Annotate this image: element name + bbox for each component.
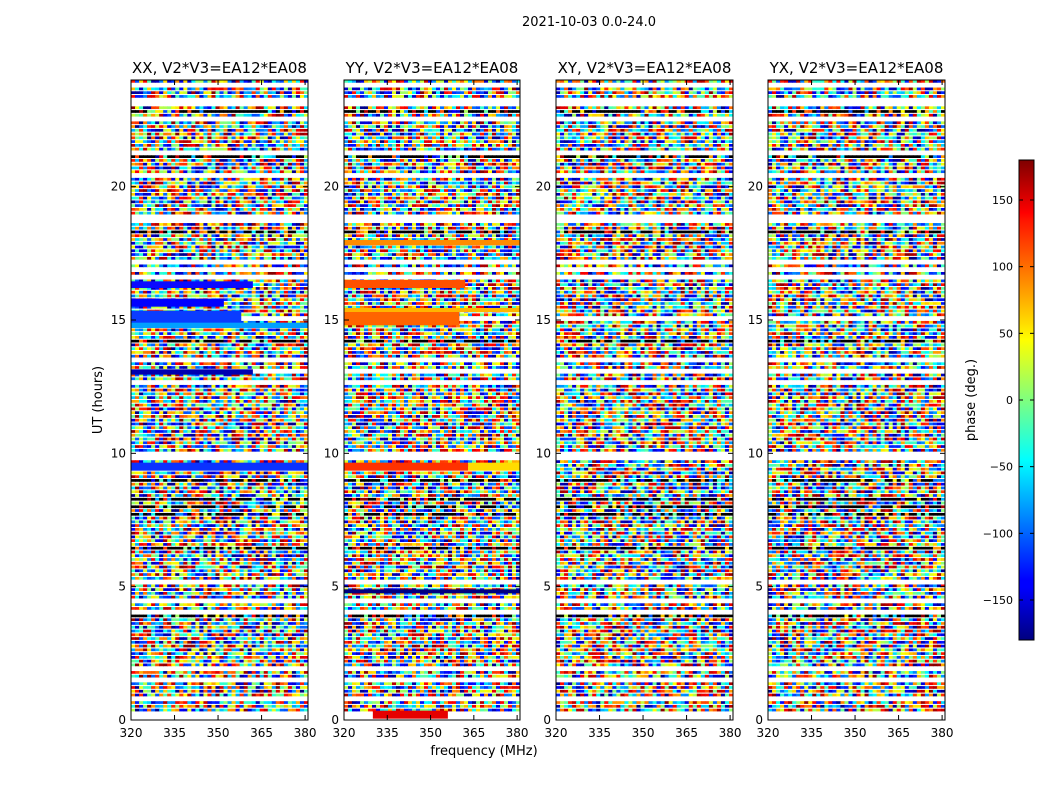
panel-1: XX, V2*V3=EA12*EA08 320 335 350 365 380 0 5 10 15… (111, 59, 317, 740)
y-tick-label: 0 (543, 713, 551, 727)
colorbar-tick-label: −100 (983, 527, 1013, 540)
x-tick-label: 335 (163, 726, 186, 740)
phase-band (468, 462, 520, 471)
y-tick-label: 15 (748, 313, 763, 327)
x-tick-label: 365 (675, 726, 698, 740)
x-tick-label: 365 (250, 726, 273, 740)
panel-3: XY, V2*V3=EA12*EA08 320 335 350 365 380 0 5 10 15… (536, 59, 742, 740)
x-tick-label: 365 (462, 726, 485, 740)
y-tick-label: 20 (324, 180, 339, 194)
colorbar-label: phase (deg.) (964, 359, 979, 441)
y-tick-label: 10 (748, 446, 763, 460)
y-tick-label: 10 (536, 446, 551, 460)
x-tick-label: 350 (207, 726, 230, 740)
x-tick-label: 350 (632, 726, 655, 740)
x-tick-label: 320 (333, 726, 356, 740)
x-tick-label: 335 (800, 726, 823, 740)
x-tick-label: 350 (419, 726, 442, 740)
colorbar-tick-label: 50 (999, 327, 1013, 340)
x-tick-label: 320 (120, 726, 143, 740)
y-tick-label: 5 (118, 580, 126, 594)
panel-title: XY, V2*V3=EA12*EA08 (558, 59, 732, 77)
y-tick-label: 20 (536, 180, 551, 194)
phase-band (131, 369, 253, 375)
phase-band (344, 589, 520, 594)
x-tick-label: 350 (844, 726, 867, 740)
x-tick-label: 320 (757, 726, 780, 740)
panel-title: YX, V2*V3=EA12*EA08 (769, 59, 944, 77)
panel-title: XX, V2*V3=EA12*EA08 (132, 59, 307, 77)
phase-band (131, 462, 308, 471)
y-tick-label: 5 (331, 580, 339, 594)
colorbar-tick-label: −150 (983, 594, 1013, 607)
phase-band (131, 281, 253, 288)
phase-band (344, 312, 460, 326)
y-axis-label: UT (hours) (91, 366, 106, 434)
axes-frame (555, 79, 734, 721)
phase-band (344, 280, 466, 288)
axes-frame (343, 79, 521, 721)
y-tick-label: 0 (755, 713, 763, 727)
phase-band (131, 322, 308, 328)
phase-heatmap (344, 80, 520, 720)
y-tick-label: 5 (755, 580, 763, 594)
phase-band (372, 710, 448, 719)
axes-frame (130, 79, 309, 721)
x-tick-label: 335 (376, 726, 399, 740)
y-tick-label: 5 (543, 580, 551, 594)
x-tick-label: 320 (545, 726, 568, 740)
y-tick-label: 15 (324, 313, 339, 327)
x-tick-label: 365 (887, 726, 910, 740)
y-tick-label: 20 (748, 180, 763, 194)
colorbar-tick-label: 0 (1006, 394, 1013, 407)
phase-band (344, 462, 469, 471)
y-tick-label: 20 (111, 180, 126, 194)
x-axis-label: frequency (MHz) (430, 744, 537, 759)
panel-title: YY, V2*V3=EA12*EA08 (345, 59, 519, 77)
colorbar-tick-label: 100 (992, 261, 1013, 274)
x-tick-label: 380 (719, 726, 742, 740)
axes-frame (767, 79, 946, 721)
y-tick-label: 0 (331, 713, 339, 727)
x-tick-label: 335 (588, 726, 611, 740)
phase-band (131, 310, 242, 324)
phase-heatmap (768, 80, 945, 720)
colorbar-tick-label: −50 (990, 461, 1013, 474)
panels-group: XX, V2*V3=EA12*EA08 320 335 350 365 380 0 5 10 15… (111, 59, 954, 740)
phase-band (344, 308, 520, 312)
y-tick-label: 10 (324, 446, 339, 460)
phase-heatmap (556, 80, 733, 720)
colorbar: 150 100 50 0 −50 −100 −150 phase (deg.) (964, 159, 1035, 641)
figure-title: 2021-10-03 0.0-24.0 (522, 15, 656, 30)
x-tick-label: 380 (506, 726, 529, 740)
panel-4: YX, V2*V3=EA12*EA08 320 335 350 365 380 0 5 10 15… (748, 59, 954, 740)
x-tick-label: 380 (294, 726, 317, 740)
y-tick-label: 15 (536, 313, 551, 327)
panel-2: YY, V2*V3=EA12*EA08 320 335 350 365 380 0 5 10 15… (324, 59, 529, 740)
phase-band (131, 298, 224, 307)
x-tick-label: 380 (931, 726, 954, 740)
phase-band (344, 240, 520, 246)
colorbar-tick-label: 150 (992, 194, 1013, 207)
y-tick-label: 15 (111, 313, 126, 327)
phase-heatmap (131, 80, 308, 720)
y-tick-label: 0 (118, 713, 126, 727)
y-tick-label: 10 (111, 446, 126, 460)
